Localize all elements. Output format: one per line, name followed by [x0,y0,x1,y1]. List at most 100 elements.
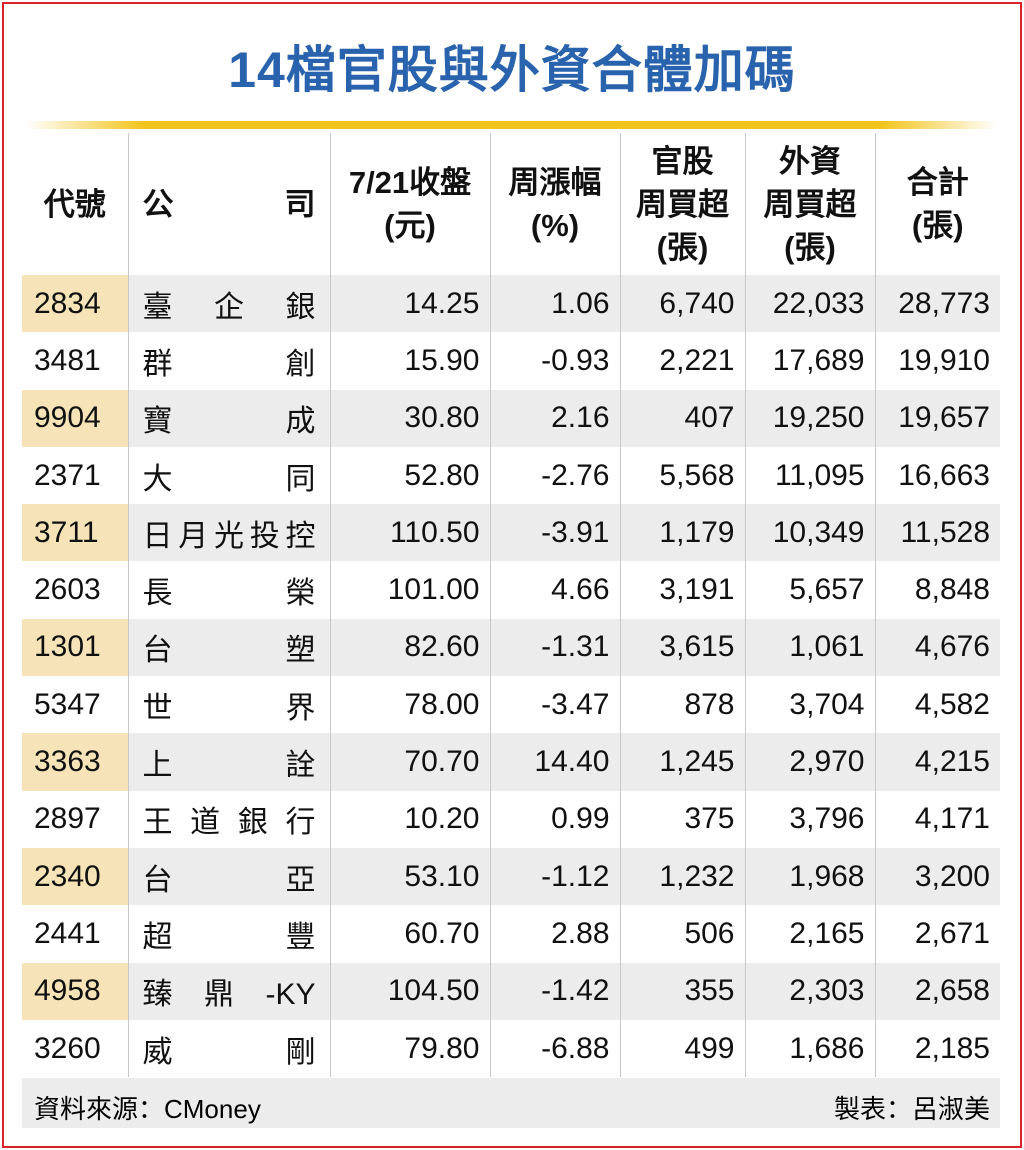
header-cell: 合計 (張) [874,133,1000,275]
value-cell: 70.70 [329,733,490,791]
table-row: 2340 台亞 53.10 -1.12 1,232 1,968 3,200 [22,847,1000,906]
header-text: (張) [911,208,964,243]
value-cell: 1,232 [619,847,745,906]
table-row: 5347 世界 78.00 -3.47 878 3,704 4,582 [22,676,1000,734]
value-cell: 30.80 [329,389,490,447]
header-text: (%) [530,208,580,243]
value-cell: 82.60 [329,618,490,677]
name-cell: 臻鼎-KY [127,962,330,1020]
value-cell: 17,689 [744,332,875,390]
code-cell: 3711 [22,504,128,562]
value-cell: 6,740 [619,275,745,333]
value-cell: 355 [619,962,745,1020]
header-text: 代號 [43,186,106,222]
value-cell: 53.10 [329,847,490,906]
table-row: 2371 大同 52.80 -2.76 5,568 11,095 16,663 [22,446,1000,505]
header-text: 合計 [906,165,969,200]
value-cell: 2,671 [874,905,1000,963]
value-cell: 2,303 [744,962,875,1020]
value-cell: 2,165 [744,905,875,963]
value-cell: 2.88 [489,905,620,963]
title: 14檔官股與外資合體加碼 [228,42,796,98]
name-cell: 長榮 [127,561,330,619]
name-cell: 大同 [127,446,330,505]
header-text: 官股 [651,143,714,179]
value-cell: 1,179 [619,504,745,562]
value-cell: 19,910 [874,332,1000,390]
table-row: 3260 威剛 79.80 -6.88 499 1,686 2,185 [22,1019,1000,1078]
value-cell: 1,686 [744,1019,875,1078]
value-cell: 1.06 [489,275,620,333]
code-cell: 2340 [22,847,128,906]
value-cell: 878 [619,676,745,734]
value-cell: 79.80 [329,1019,490,1078]
value-cell: 1,968 [744,847,875,906]
value-cell: 11,095 [744,446,875,505]
header-cell: 官股周買超 (張) [619,133,745,275]
author: 製表：呂淑美 [833,1094,990,1124]
value-cell: 375 [619,790,745,848]
table-row: 2603 長榮 101.00 4.66 3,191 5,657 8,848 [22,561,1000,619]
header-cell: 外資 周買超 (張) [744,133,875,275]
name-cell: 王道銀行 [127,790,330,848]
value-cell: 10.20 [329,790,490,848]
value-cell: -6.88 [489,1019,620,1078]
header-text: (元) [384,208,436,243]
value-cell: 506 [619,905,745,963]
value-cell: 3,796 [744,790,875,848]
footer: 資料來源：CMoney 製表：呂淑美 [22,1078,1000,1128]
value-cell: 1,245 [619,733,745,791]
header-cell: 7/21收盤 (元) [329,133,490,275]
header-text: 公 [142,186,225,222]
value-cell: 5,568 [619,446,745,505]
code-cell: 5347 [34,687,101,721]
header-text: 外資 [779,143,841,179]
code-cell: 2603 [34,573,101,607]
code-cell: 2441 [34,916,101,950]
value-cell: 4.66 [489,561,620,619]
table-row: 1301 台塑 82.60 -1.31 3,615 1,061 4,676 [22,618,1000,677]
value-cell: 3,704 [744,676,875,734]
value-cell: 4,582 [874,676,1000,734]
header-text: (張) [656,229,709,265]
value-cell: 407 [619,389,745,447]
value-cell: 10,349 [744,504,875,562]
value-cell: -1.12 [489,847,620,906]
name-cell: 臺企銀 [127,275,330,333]
value-cell: 28,773 [874,275,1000,333]
value-cell: 2,185 [874,1019,1000,1078]
header-row: 代號公 司 7/21收盤 (元) 周漲幅 (%) 官股 周買超 (張) 外資 周買超 (張) 合計 (張… [22,133,1000,275]
name-cell: 超豐 [127,905,330,963]
value-cell: 2,221 [619,332,745,390]
value-cell: 22,033 [744,275,875,333]
value-cell: 11,528 [874,504,1000,562]
value-cell: 2.16 [489,389,620,447]
value-cell: 2,970 [744,733,875,791]
value-cell: 499 [619,1019,745,1078]
value-cell: -1.42 [489,962,620,1020]
value-cell: 1,061 [744,618,875,677]
name-cell: 日月光投控 [127,504,330,562]
header-cell: 周漲幅 (%) [489,133,620,275]
table-row: 2897 王道銀行 10.20 0.99 375 3,796 4,171 [22,790,1000,848]
header-text: 周買超 [636,186,729,222]
value-cell: 14.25 [329,275,490,333]
value-cell: -3.47 [489,676,620,734]
header-text: (張) [784,229,836,265]
header-cell: 代號 [22,133,128,275]
value-cell: 19,657 [874,389,1000,447]
value-cell: 2,658 [874,962,1000,1020]
table-row: 3481 群創 15.90 -0.93 2,221 17,689 19,910 [22,332,1000,390]
value-cell: 110.50 [329,504,490,562]
value-cell: 104.50 [329,962,490,1020]
value-cell: -2.76 [489,446,620,505]
value-cell: 4,215 [874,733,1000,791]
code-cell: 4958 [22,962,128,1020]
header-text: 7/21收盤 [348,165,472,200]
value-cell: 4,676 [874,618,1000,677]
value-cell: 78.00 [329,676,490,734]
table: 代號公 司 7/21收盤 (元) 周漲幅 (%) 官股 周買超 (張) 外資 周買超 (張) 合計 (張… [22,133,1000,1078]
name-cell: 寶成 [127,389,330,447]
